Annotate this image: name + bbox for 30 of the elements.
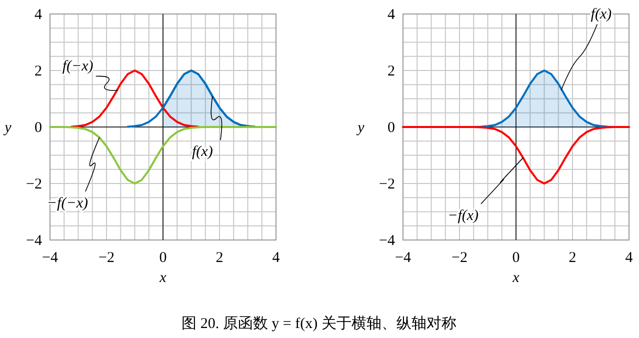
annotation: f(x) bbox=[590, 6, 612, 22]
y-axis-title: y bbox=[2, 120, 12, 136]
x-tick-label: −2 bbox=[98, 250, 114, 266]
annotation: −f(x) bbox=[448, 208, 479, 224]
x-tick-label: −2 bbox=[452, 250, 468, 266]
y-tick-label: −2 bbox=[26, 176, 42, 192]
x-tick-label: 4 bbox=[272, 250, 280, 266]
x-axis-title: x bbox=[158, 270, 167, 286]
x-tick-label: 4 bbox=[625, 250, 634, 266]
y-tick-label: 2 bbox=[34, 64, 42, 80]
x-tick-label: 0 bbox=[159, 250, 167, 266]
y-tick-label: −4 bbox=[379, 233, 396, 249]
y-tick-label: −2 bbox=[379, 176, 395, 192]
caption: 图 20. 原函数 y = f(x) 关于横轴、纵轴对称 bbox=[182, 315, 456, 332]
y-tick-label: 4 bbox=[388, 7, 396, 23]
x-tick-label: 2 bbox=[568, 250, 576, 266]
annotation: −f(−x) bbox=[46, 195, 88, 212]
y-tick-label: −4 bbox=[26, 233, 42, 249]
y-tick-label: 2 bbox=[388, 64, 395, 80]
y-axis-title: y bbox=[356, 120, 365, 136]
x-axis-title: x bbox=[512, 270, 520, 286]
line-series bbox=[49, 126, 277, 184]
annotation: f(x) bbox=[192, 144, 213, 160]
y-tick-label: 0 bbox=[388, 120, 395, 136]
x-tick-label: 0 bbox=[512, 250, 520, 266]
x-tick-label: 2 bbox=[216, 250, 224, 266]
line-series bbox=[402, 126, 630, 184]
y-tick-label: 0 bbox=[34, 120, 42, 136]
y-tick-label: 4 bbox=[34, 7, 42, 23]
annotation: f(−x) bbox=[62, 58, 94, 74]
